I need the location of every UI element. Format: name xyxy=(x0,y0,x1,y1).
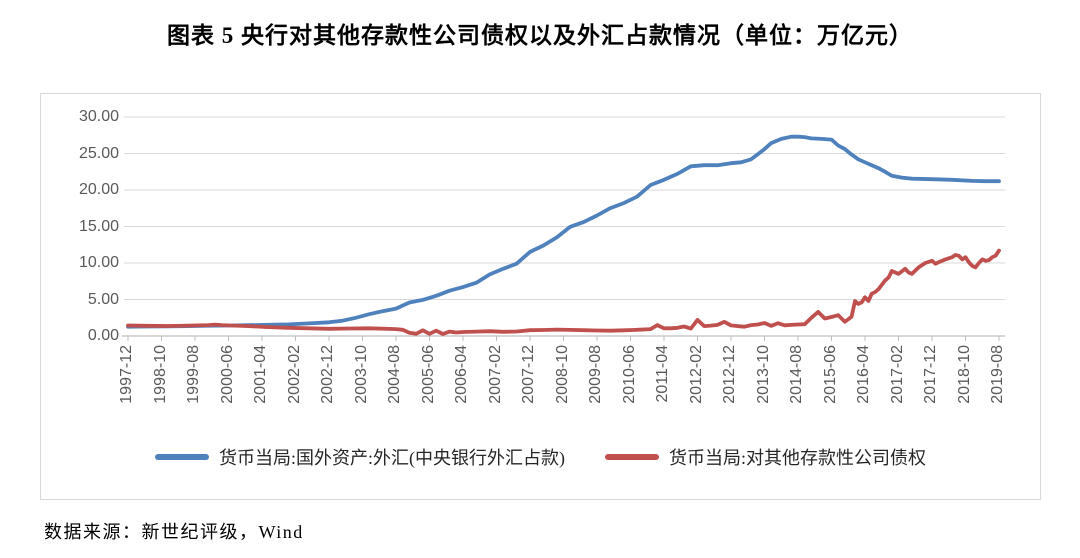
y-tick-label: 30.00 xyxy=(78,108,119,125)
x-tick-label: 2010-06 xyxy=(620,345,638,404)
x-tick-label: 2001-04 xyxy=(252,345,269,404)
x-tick-label: 2003-10 xyxy=(352,345,370,404)
x-tick-label: 2000-06 xyxy=(218,345,236,404)
x-tick-label: 2011-04 xyxy=(654,345,671,403)
x-tick-label: 2012-02 xyxy=(687,345,705,404)
y-tick-label: 5.00 xyxy=(87,290,119,308)
legend-line-swatch-red xyxy=(605,454,659,460)
x-tick-label: 2007-12 xyxy=(520,345,537,404)
legend-item-claims: 货币当局:对其他存款性公司债权 xyxy=(605,444,926,470)
x-tick-label: 1997-12 xyxy=(118,345,135,404)
x-tick-label: 2017-02 xyxy=(888,345,906,404)
legend-label-fx: 货币当局:国外资产:外汇(中央银行外汇占款) xyxy=(219,448,565,468)
x-tick-label: 2008-10 xyxy=(553,345,571,404)
series-line-1 xyxy=(126,248,1001,336)
legend-item-fx: 货币当局:国外资产:外汇(中央银行外汇占款) xyxy=(155,444,565,470)
y-tick-label: 0.00 xyxy=(87,327,119,344)
source-note: 数据来源：新世纪评级，Wind xyxy=(44,522,304,542)
x-tick-label: 2017-12 xyxy=(922,345,939,404)
chart-canvas xyxy=(122,116,1005,341)
x-tick-label: 2013-10 xyxy=(754,345,772,404)
x-tick-label: 2014-08 xyxy=(788,345,805,404)
x-tick-label: 1998-10 xyxy=(151,345,169,404)
x-tick-label: 2018-10 xyxy=(955,345,973,404)
series-line-0 xyxy=(126,134,1001,329)
y-tick-label: 10.00 xyxy=(78,254,119,271)
x-tick-label: 2009-08 xyxy=(587,345,604,404)
legend-label-claims: 货币当局:对其他存款性公司债权 xyxy=(669,448,926,468)
x-tick-label: 1999-08 xyxy=(185,345,202,404)
x-tick-label: 2016-04 xyxy=(855,345,872,404)
x-tick-label: 2015-06 xyxy=(821,345,839,404)
legend: 货币当局:国外资产:外汇(中央银行外汇占款) 货币当局:对其他存款性公司债权 xyxy=(41,444,1040,470)
x-tick-label: 2002-12 xyxy=(319,345,336,404)
x-tick-label: 2004-08 xyxy=(386,345,403,404)
chart-title: 图表 5 央行对其他存款性公司债权以及外汇占款情况（单位：万亿元） xyxy=(167,23,913,48)
x-tick-label: 2005-06 xyxy=(419,345,437,404)
chart-frame: 30.00 25.00 20.00 15.00 10.00 5.00 0.00 1997-1… xyxy=(40,93,1041,500)
x-tick-label: 2006-04 xyxy=(453,345,470,404)
y-tick-label: 20.00 xyxy=(78,181,119,198)
x-tick-label: 2012-12 xyxy=(721,345,738,404)
x-tick-label: 2002-02 xyxy=(285,345,303,404)
x-tick-label: 2019-08 xyxy=(989,345,1006,404)
legend-line-swatch-blue xyxy=(155,454,209,460)
y-tick-label: 15.00 xyxy=(78,217,119,235)
y-tick-label: 25.00 xyxy=(78,144,119,162)
x-tick-label: 2007-02 xyxy=(486,345,504,404)
